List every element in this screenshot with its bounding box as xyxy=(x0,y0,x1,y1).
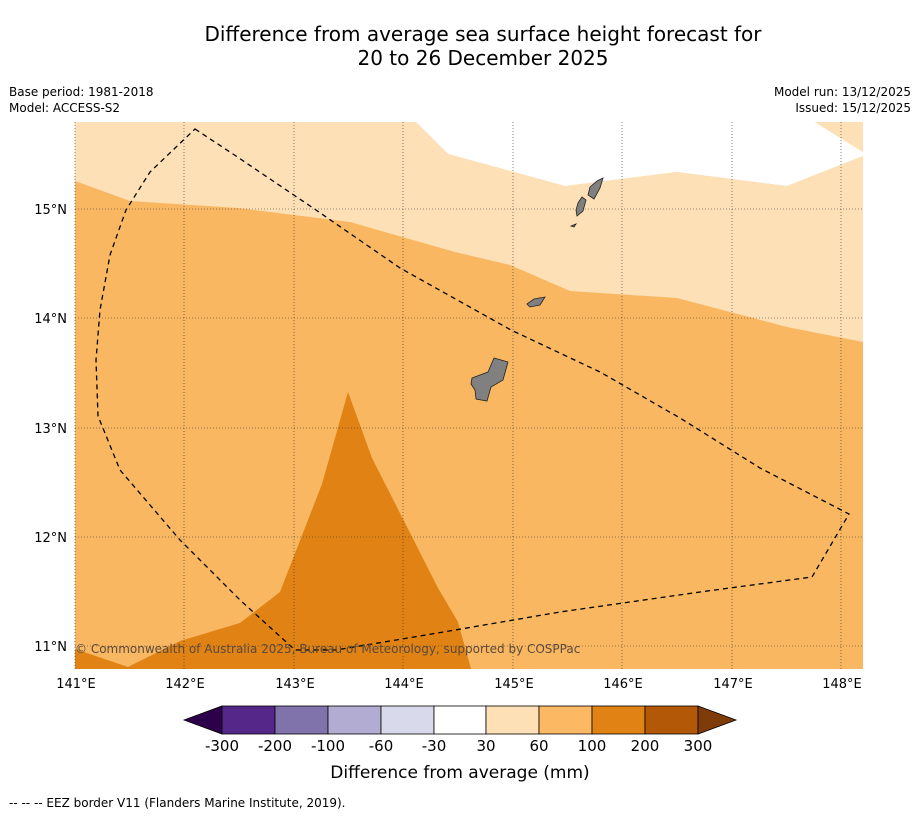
rota-island xyxy=(526,296,546,308)
map-panel: © Commonwealth of Australia 2025, Bureau… xyxy=(74,122,863,669)
lon-label: 141°E xyxy=(56,677,96,692)
base-period-text: Base period: 1981-2018 xyxy=(9,85,154,99)
meta-left: Base period: 1981-2018 Model: ACCESS-S2 xyxy=(9,84,154,116)
lat-label: 12°N xyxy=(34,531,67,546)
lon-label: 143°E xyxy=(275,677,315,692)
lat-label: 15°N xyxy=(34,203,67,218)
model-run-text: Model run: 13/12/2025 xyxy=(773,85,911,99)
colorbar-swatch xyxy=(380,705,435,735)
colorbar-swatch xyxy=(485,705,540,735)
colorbar-ticks: -300 -200 -100 -60 -30 30 60 100 200 300 xyxy=(205,737,712,755)
colorbar-tick-label: 300 xyxy=(684,737,713,755)
colorbar-swatch xyxy=(538,705,593,735)
model-text: Model: ACCESS-S2 xyxy=(9,101,121,115)
aguijan-island xyxy=(569,223,578,228)
colorbar-tick-label: -60 xyxy=(369,737,394,755)
lon-label: 147°E xyxy=(713,677,753,692)
title-line-2: 20 to 26 December 2025 xyxy=(357,46,609,70)
copyright-text: © Commonwealth of Australia 2025, Bureau… xyxy=(75,642,580,656)
lon-axis: 141°E 142°E 143°E 144°E 145°E 146°E 147°… xyxy=(56,677,862,692)
lon-label: 142°E xyxy=(165,677,205,692)
colorbar-tick-label: -300 xyxy=(205,737,239,755)
colorbar-label: Difference from average (mm) xyxy=(330,763,589,783)
colorbar-tick-label: -30 xyxy=(422,737,447,755)
gridlines xyxy=(74,122,863,669)
colorbar-swatch xyxy=(591,705,646,735)
lon-label: 146°E xyxy=(603,677,643,692)
colorbar xyxy=(182,705,738,735)
lat-label: 13°N xyxy=(34,422,67,437)
issued-text: Issued: 15/12/2025 xyxy=(795,101,911,115)
colorbar-tick-label: -200 xyxy=(258,737,292,755)
lon-label: 144°E xyxy=(384,677,424,692)
band-30-60-north xyxy=(75,122,863,342)
colorbar-swatch-high-extend xyxy=(697,705,738,735)
colorbar-tick-label: 100 xyxy=(578,737,607,755)
meta-right: Model run: 13/12/2025 Issued: 15/12/2025 xyxy=(774,84,911,116)
islands xyxy=(470,177,604,402)
colorbar-swatch xyxy=(433,705,487,735)
colorbar-tick-label: -100 xyxy=(311,737,345,755)
lat-axis: 15°N 14°N 13°N 12°N 11°N xyxy=(34,203,67,655)
colorbar-swatch-low-extend xyxy=(182,705,223,735)
saipan-island xyxy=(587,177,604,200)
lon-label: 148°E xyxy=(822,677,862,692)
band-30-60-corner xyxy=(815,122,863,152)
lat-label: 11°N xyxy=(34,640,67,655)
map-title: Difference from average sea surface heig… xyxy=(0,22,919,70)
colorbar-swatch xyxy=(274,705,329,735)
colorbar-swatch xyxy=(327,705,382,735)
eez-footnote: -- -- -- EEZ border V11 (Flanders Marine… xyxy=(9,796,346,810)
guam-island xyxy=(470,357,509,402)
lat-label: 14°N xyxy=(34,312,67,327)
tinian-island xyxy=(575,196,587,217)
band-100-200 xyxy=(75,392,471,669)
colorbar-tick-label: 60 xyxy=(529,737,548,755)
lon-label: 145°E xyxy=(494,677,534,692)
colorbar-swatch xyxy=(644,705,699,735)
band-white-north xyxy=(416,122,863,186)
title-line-1: Difference from average sea surface heig… xyxy=(204,22,762,46)
colorbar-tick-label: 200 xyxy=(631,737,660,755)
colorbar-swatch xyxy=(221,705,276,735)
colorbar-tick-label: 30 xyxy=(476,737,495,755)
